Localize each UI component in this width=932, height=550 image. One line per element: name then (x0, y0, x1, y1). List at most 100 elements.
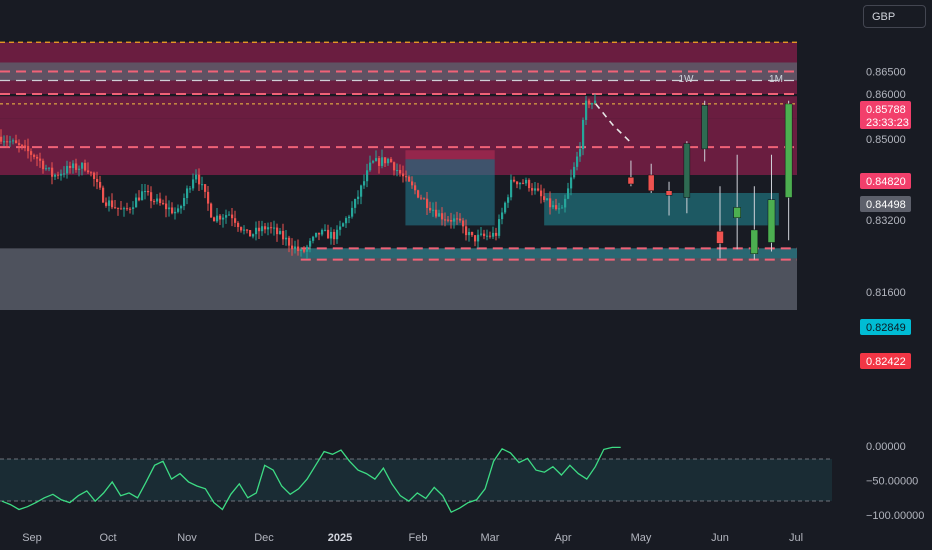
candle-up (168, 207, 171, 210)
candle-up (582, 119, 585, 150)
candle-up (309, 240, 312, 247)
candle-down (90, 172, 93, 174)
candle-down (423, 198, 426, 200)
candle-down (198, 174, 201, 185)
candle-up (177, 208, 180, 212)
level-c-label: 0.82849 (866, 322, 906, 334)
candle-up (525, 179, 528, 184)
candle-up (510, 179, 513, 198)
candle-down (465, 226, 468, 236)
price-tick: 0.85000 (866, 134, 906, 146)
candle-up (534, 188, 537, 191)
candle-down (30, 151, 33, 155)
candles-layer (0, 93, 597, 260)
candle-down (450, 219, 453, 222)
candle-up (591, 103, 594, 105)
candle-down (231, 214, 234, 219)
candle-down (129, 208, 132, 210)
candle-down (282, 230, 285, 240)
candle-up (81, 162, 84, 169)
candle-down (111, 200, 114, 208)
candle-up (360, 185, 363, 197)
candle-down (414, 185, 417, 191)
candle-down (549, 198, 552, 208)
time-tick: Jul (789, 532, 803, 544)
weekly-candle-up (701, 105, 708, 150)
candle-down (408, 176, 411, 182)
candle-down (429, 207, 432, 211)
candle-up (492, 232, 495, 237)
level-a-tag: 0.84820 (860, 173, 911, 189)
candle-down (96, 178, 99, 182)
zone-teal (544, 193, 779, 226)
candle-up (576, 156, 579, 167)
candle-down (531, 188, 534, 191)
candle-down (117, 207, 120, 209)
candle-up (558, 208, 561, 210)
candle-down (75, 163, 78, 170)
candle-down (204, 184, 207, 192)
candle-down (99, 181, 102, 188)
candle-down (27, 146, 30, 152)
candle-down (555, 205, 558, 210)
candle-down (24, 145, 27, 147)
candle-down (435, 209, 438, 217)
candle-down (462, 220, 465, 227)
candle-up (45, 168, 48, 170)
levels-layer (0, 41, 797, 261)
time-tick: Oct (99, 532, 116, 544)
candle-up (180, 206, 183, 209)
time-axis[interactable]: Sep Oct Nov Dec 2025 Feb Mar Apr May Jun Jul (22, 532, 803, 544)
candle-down (159, 198, 162, 204)
candle-down (171, 207, 174, 214)
candle-up (60, 173, 63, 176)
currency-button[interactable]: GBP (863, 5, 926, 28)
candle-down (420, 197, 423, 199)
candle-down (588, 100, 591, 105)
oscillator-tick: −100.00000 (866, 510, 924, 522)
candle-down (234, 218, 237, 223)
candle-down (483, 233, 486, 237)
candle-down (69, 165, 72, 169)
monthly-candle-up (784, 103, 793, 198)
current-price-tag: 0.85788 23:33:23 (860, 101, 911, 129)
candle-down (405, 176, 408, 178)
candle-up (144, 191, 147, 193)
candle-up (375, 158, 378, 162)
candle-up (285, 237, 288, 240)
candle-down (540, 190, 543, 197)
candle-up (186, 188, 189, 199)
candle-down (0, 136, 3, 142)
candle-down (399, 170, 402, 174)
candle-up (315, 232, 318, 237)
boxes-layer (405, 150, 495, 226)
candle-up (348, 216, 351, 219)
position-box (405, 159, 495, 226)
candle-up (141, 191, 144, 201)
candle-up (300, 249, 303, 252)
oscillator-tick: −50.00000 (866, 476, 918, 488)
candle-down (402, 173, 405, 177)
candle-up (486, 235, 489, 237)
candle-up (519, 182, 522, 185)
candle-up (183, 198, 186, 207)
candle-down (543, 196, 546, 200)
candle-down (213, 217, 216, 222)
candle-up (63, 173, 66, 175)
candle-down (426, 198, 429, 208)
candle-up (273, 227, 276, 229)
candle-up (336, 229, 339, 240)
candle-down (378, 158, 381, 166)
candle-up (585, 100, 588, 120)
price-tick: 0.83200 (866, 215, 906, 227)
candle-up (396, 170, 399, 172)
candle-down (6, 141, 9, 143)
candle-up (174, 211, 177, 214)
candle-down (36, 156, 39, 159)
candle-up (546, 198, 549, 200)
candle-down (93, 172, 96, 179)
time-tick: Mar (481, 532, 500, 544)
candle-down (249, 230, 252, 237)
candle-up (552, 205, 555, 208)
